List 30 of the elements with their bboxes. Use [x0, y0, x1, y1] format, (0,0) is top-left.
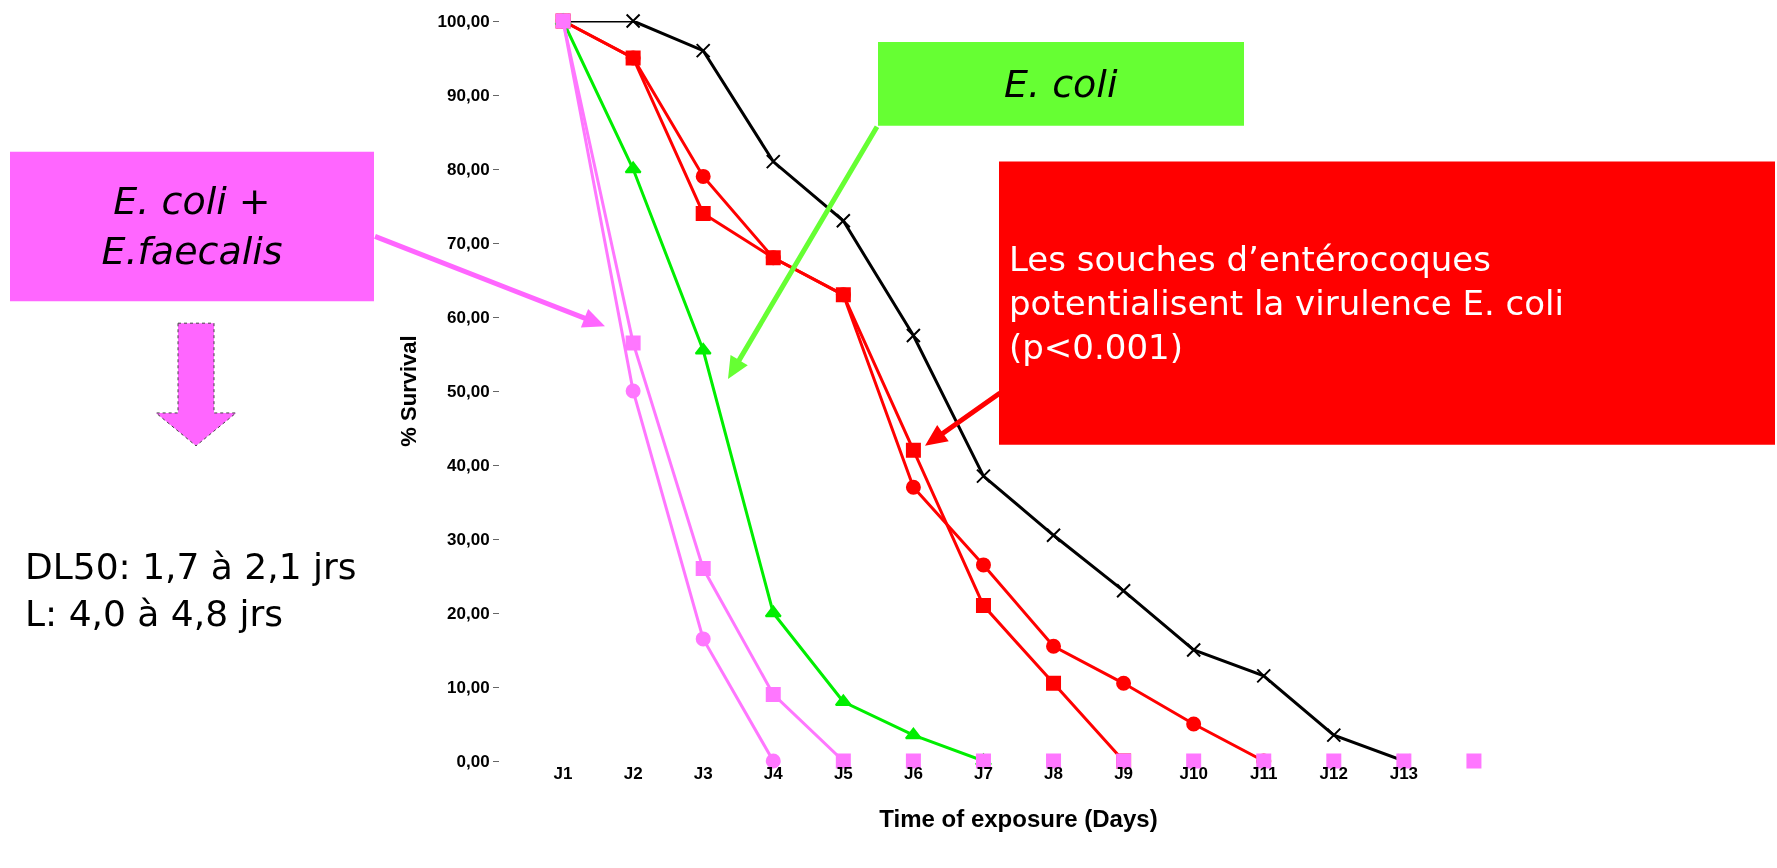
y-tick-label: 80,00 [447, 159, 490, 179]
x-tick-label: J13 [1389, 764, 1419, 783]
x-tick-label: J8 [1044, 764, 1063, 783]
y-tick-label: 10,00 [447, 677, 490, 697]
x-tick-label: J11 [1250, 764, 1278, 783]
y-tick-label: 60,00 [447, 307, 490, 327]
x-tick-label: J4 [763, 764, 784, 783]
y-tick-label: 0,00 [456, 751, 490, 771]
x-tick-label: J6 [903, 764, 923, 783]
x-tick-label: J7 [974, 764, 993, 783]
annotation: E. coli [1004, 62, 1118, 106]
y-tick-label: 70,00 [447, 233, 490, 253]
x-tick-label: J12 [1319, 764, 1348, 783]
x-tick-label: J5 [833, 764, 853, 783]
y-tick-label: 30,00 [447, 529, 490, 549]
x-tick-label: J3 [693, 764, 713, 783]
y-tick-label: 40,00 [447, 455, 490, 475]
x-tick-label: J2 [623, 764, 643, 783]
annotation: Les souches d’entérocoques potentialisent la virulence E. coli (p<0.001) [1009, 238, 1565, 368]
x-axis-title: Time of exposure (Days) [879, 805, 1158, 833]
x-tick-label: J10 [1179, 764, 1208, 783]
y-tick-label: 20,00 [447, 603, 490, 623]
text: DL50: 1,7 à 2,1 jrs L: 4,0 à 4,8 jrs [25, 546, 357, 634]
x-tick-label: J9 [1114, 764, 1134, 783]
y-axis-title: % Survival [396, 335, 422, 447]
y-tick-label: 90,00 [447, 85, 490, 105]
y-tick-label: 50,00 [447, 381, 490, 401]
text: E. coli + E.faecalis [101, 179, 283, 273]
y-tick-label: 100,00 [437, 11, 490, 31]
x-tick-label: J1 [553, 764, 573, 783]
